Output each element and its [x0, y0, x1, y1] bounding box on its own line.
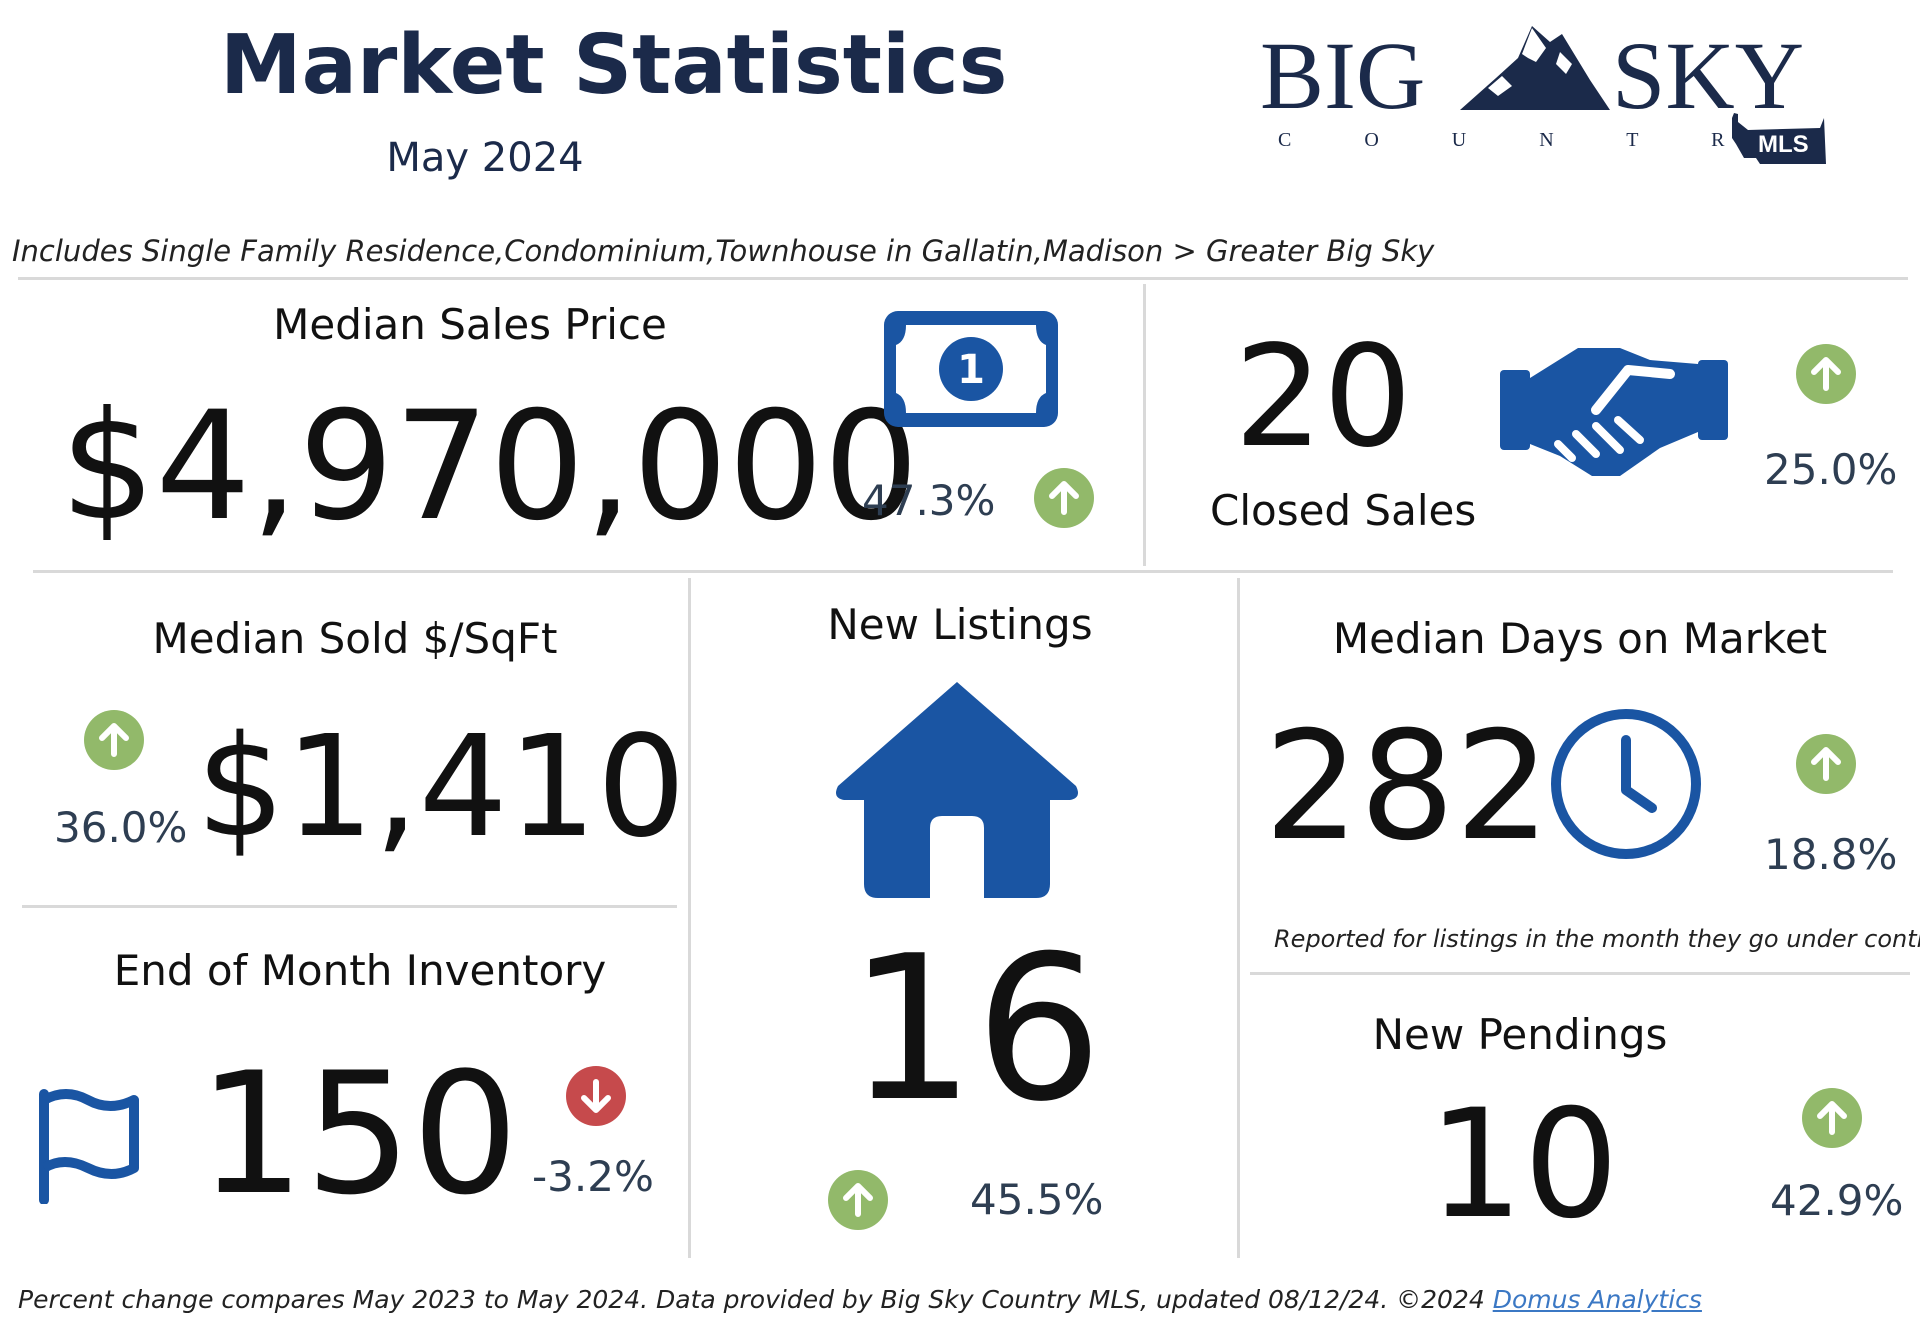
median-price-change: 47.3%: [862, 476, 996, 525]
handshake-icon: [1500, 340, 1728, 484]
logo-mls-badge: MLS: [1758, 131, 1809, 158]
arrow-up-icon: [1034, 468, 1094, 528]
inventory-change: -3.2%: [532, 1152, 654, 1201]
arrow-down-icon: [566, 1066, 626, 1126]
money-bill-icon: 1: [884, 311, 1058, 431]
divider-top-vertical: [1143, 284, 1146, 566]
arrow-up-icon: [84, 710, 144, 770]
logo-word-left: BIG: [1260, 22, 1425, 129]
closed-sales-change: 25.0%: [1764, 445, 1898, 494]
new-pendings-value: 10: [1428, 1078, 1619, 1252]
divider-right-horizontal: [1250, 972, 1910, 975]
logo-graphic: BIG SKY C O U N T R Y MLS: [1260, 22, 1845, 164]
closed-sales-value: 20: [1234, 316, 1413, 479]
footer-text: Percent change compares May 2023 to May …: [18, 1285, 1493, 1314]
logo-word-right: SKY: [1612, 22, 1804, 129]
divider-right-vertical: [1237, 578, 1240, 1258]
new-listings-value: 16: [848, 913, 1103, 1146]
sold-sqft-change: 36.0%: [54, 803, 188, 852]
divider-left-vertical: [688, 578, 691, 1258]
clock-icon: [1548, 706, 1704, 866]
divider-top: [18, 277, 1908, 280]
new-listings-label: New Listings: [827, 600, 1093, 649]
flag-icon: [36, 1088, 140, 1208]
days-on-market-label: Median Days on Market: [1332, 614, 1828, 663]
logo-country-text: C O U N T R Y: [1278, 129, 1845, 151]
arrow-up-icon: [1802, 1088, 1862, 1148]
inventory-value: 150: [198, 1036, 519, 1232]
new-pendings-label: New Pendings: [1372, 1010, 1668, 1059]
footer-note: Percent change compares May 2023 to May …: [18, 1285, 1702, 1314]
days-on-market-note: Reported for listings in the month they …: [1274, 925, 1920, 953]
divider-left-horizontal: [22, 905, 677, 908]
arrow-up-icon: [828, 1170, 888, 1230]
new-listings-change: 45.5%: [970, 1175, 1104, 1224]
inventory-label: End of Month Inventory: [113, 946, 607, 995]
days-on-market-change: 18.8%: [1764, 830, 1898, 879]
page-title: Market Statistics: [220, 18, 1008, 113]
sold-sqft-label: Median Sold $/SqFt: [152, 614, 558, 663]
new-pendings-change: 42.9%: [1770, 1176, 1904, 1225]
house-icon: [832, 678, 1082, 904]
domus-analytics-link[interactable]: Domus Analytics: [1492, 1285, 1702, 1314]
arrow-up-icon: [1796, 734, 1856, 794]
arrow-up-icon: [1796, 344, 1856, 404]
svg-text:1: 1: [957, 347, 985, 393]
median-price-value: $4,970,000: [60, 380, 919, 554]
days-on-market-value: 282: [1264, 700, 1551, 874]
filter-description: Includes Single Family Residence,Condomi…: [12, 234, 1435, 268]
divider-middle: [33, 570, 1893, 573]
sold-sqft-value: $1,410: [196, 706, 686, 869]
median-price-label: Median Sales Price: [273, 300, 667, 349]
logo: BIG SKY C O U N T R Y MLS: [1260, 18, 1860, 168]
closed-sales-label: Closed Sales: [1210, 486, 1477, 535]
page-subtitle: May 2024: [386, 135, 584, 181]
